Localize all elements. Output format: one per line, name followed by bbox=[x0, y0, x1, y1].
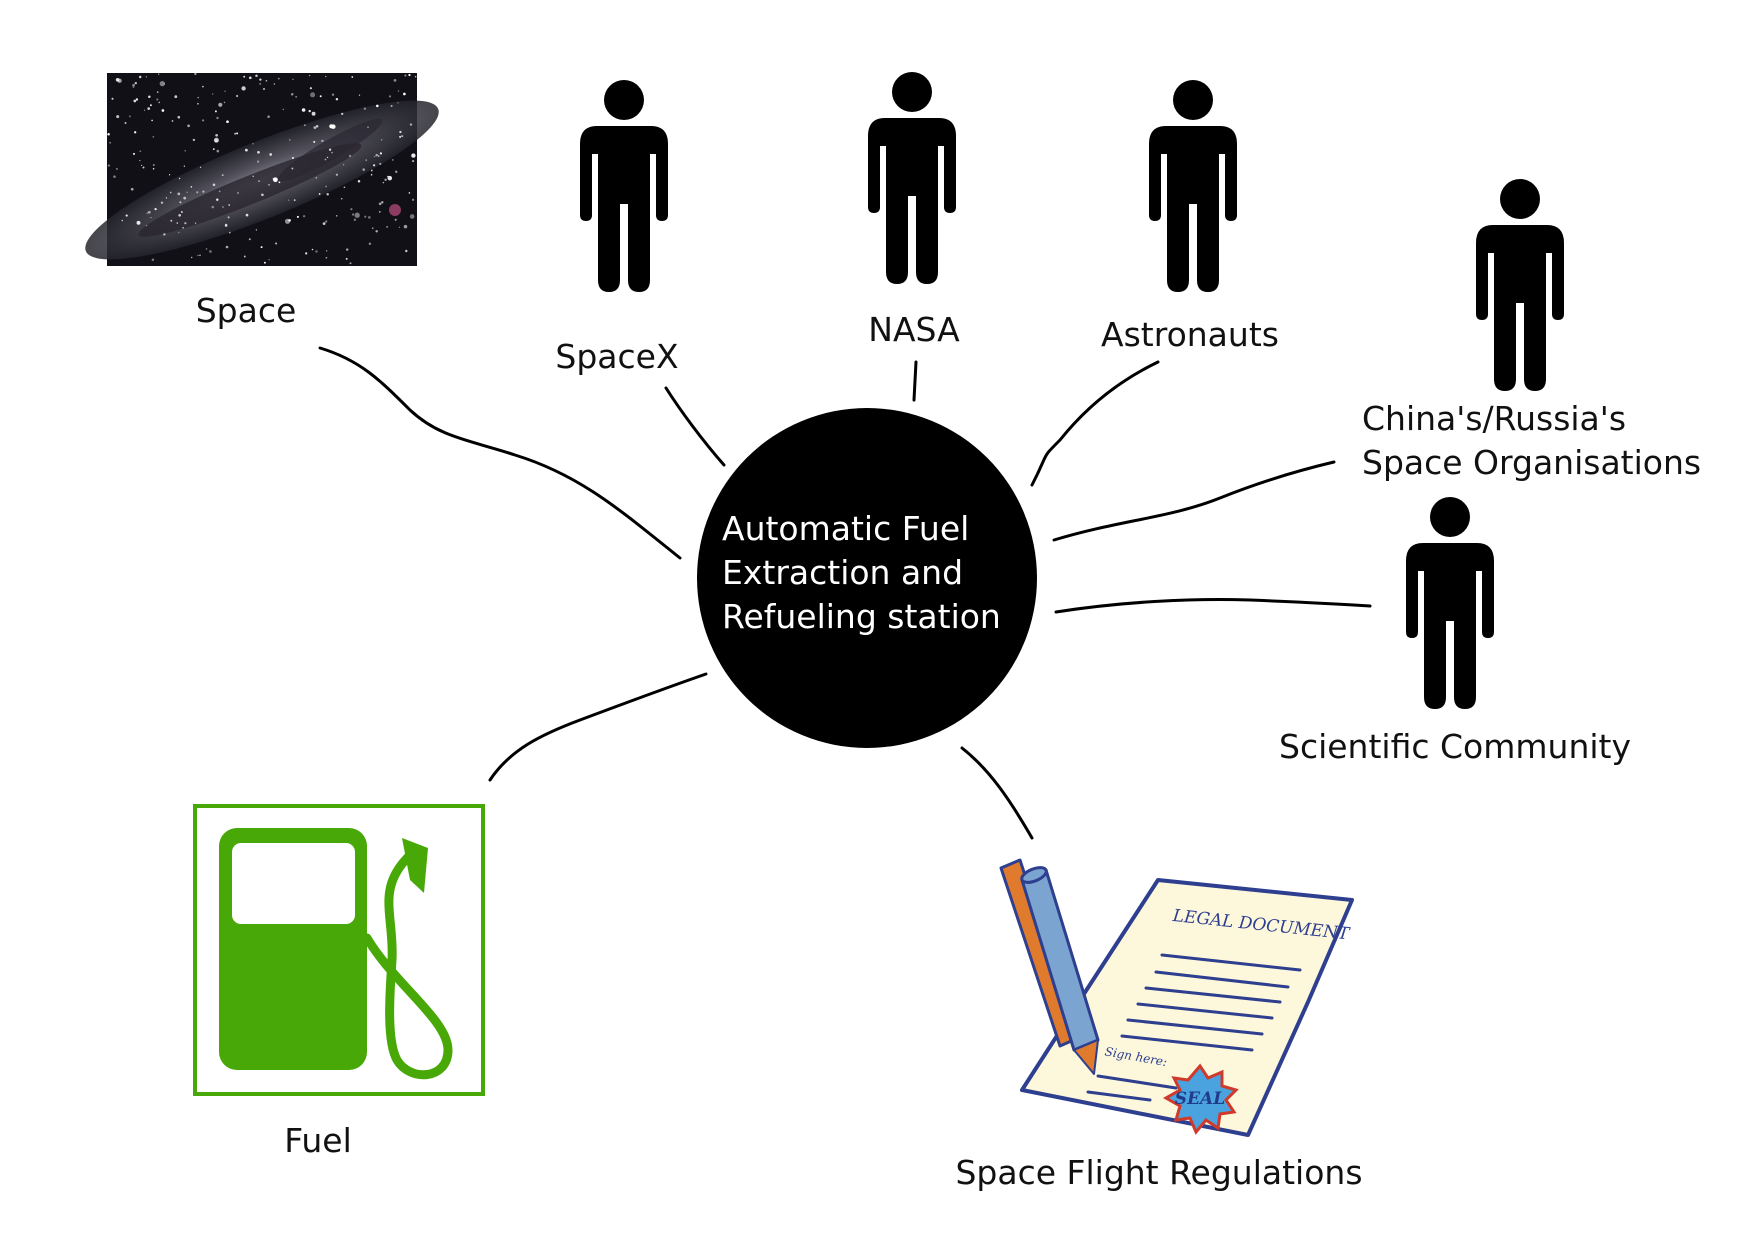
connector-astronauts bbox=[1030, 360, 1160, 487]
connector-fuel bbox=[488, 672, 708, 782]
central-hub: Automatic Fuel Extraction and Refueling … bbox=[697, 408, 1037, 748]
connector-regulations bbox=[960, 746, 1034, 840]
connector-china-russia bbox=[1052, 460, 1336, 542]
connector-spacex bbox=[664, 386, 726, 467]
legal-document-icon: LEGAL DOCUMENT Sign here: SEAL bbox=[999, 858, 1354, 1137]
person-icon bbox=[1406, 497, 1494, 709]
hub-label-line-1: Automatic Fuel bbox=[722, 509, 969, 548]
china-russia-label-line-2: Space Organisations bbox=[1362, 443, 1701, 482]
node-china-russia: China's/Russia's Space Organisations bbox=[1362, 179, 1701, 482]
fuel-label: Fuel bbox=[284, 1121, 352, 1160]
person-icon bbox=[1476, 179, 1564, 391]
connector-nasa bbox=[912, 360, 918, 402]
space-flight-regulations-label: Space Flight Regulations bbox=[955, 1153, 1362, 1192]
seal-text: SEAL bbox=[1175, 1089, 1225, 1109]
fuel-pump-icon bbox=[193, 804, 485, 1096]
connector-lines bbox=[318, 346, 1372, 840]
connector-scientific bbox=[1054, 598, 1372, 614]
node-fuel: Fuel bbox=[193, 804, 485, 1160]
node-space: Space bbox=[85, 72, 439, 330]
starfield-image bbox=[85, 72, 439, 266]
node-spacex: SpaceX bbox=[555, 80, 679, 376]
connector-space bbox=[318, 346, 682, 560]
hub-label: Automatic Fuel Extraction and Refueling … bbox=[722, 509, 1001, 636]
seal-stamp: SEAL bbox=[1162, 1063, 1239, 1135]
spacex-label: SpaceX bbox=[555, 337, 678, 376]
china-russia-label-line-1: China's/Russia's bbox=[1362, 399, 1626, 438]
node-nasa: NASA bbox=[868, 72, 960, 349]
person-icon bbox=[1149, 80, 1237, 292]
astronauts-label: Astronauts bbox=[1101, 315, 1279, 354]
person-icon bbox=[580, 80, 668, 292]
person-icon bbox=[868, 72, 956, 284]
china-russia-label: China's/Russia's Space Organisations bbox=[1362, 399, 1701, 482]
node-space-flight-regulations: LEGAL DOCUMENT Sign here: SEAL bbox=[955, 858, 1363, 1192]
node-astronauts: Astronauts bbox=[1101, 80, 1279, 354]
nasa-label: NASA bbox=[868, 310, 960, 349]
hub-label-line-3: Refueling station bbox=[722, 597, 1001, 636]
scientific-community-label: Scientific Community bbox=[1279, 727, 1631, 766]
hub-label-line-2: Extraction and bbox=[722, 553, 963, 592]
pen-icon bbox=[999, 858, 1100, 1075]
node-scientific-community: Scientific Community bbox=[1279, 497, 1631, 766]
hub-circle bbox=[697, 408, 1037, 748]
space-label: Space bbox=[196, 291, 297, 330]
